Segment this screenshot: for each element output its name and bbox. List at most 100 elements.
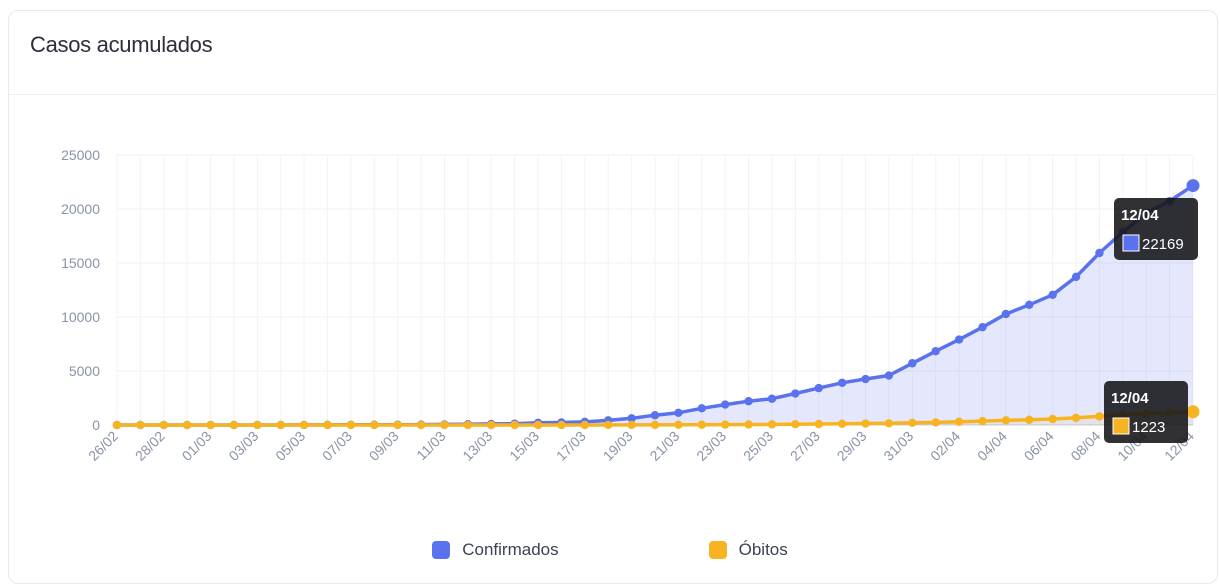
x-tick-label: 13/03 xyxy=(459,428,495,464)
data-point xyxy=(744,397,753,406)
data-point xyxy=(440,420,449,430)
data-point xyxy=(1095,248,1104,258)
legend-item-obitos[interactable]: Óbitos xyxy=(708,540,788,560)
data-point xyxy=(1048,414,1057,424)
data-point xyxy=(1025,415,1034,424)
data-point xyxy=(674,408,683,418)
data-point xyxy=(1025,300,1034,309)
data-point xyxy=(370,420,379,430)
data-point xyxy=(136,420,145,430)
data-point xyxy=(767,420,777,429)
card-header xyxy=(9,11,1217,95)
x-tick-label: 19/03 xyxy=(600,428,636,464)
tooltip-swatch xyxy=(1122,234,1140,252)
legend-label-confirmados: Confirmados xyxy=(462,540,559,559)
data-point xyxy=(954,417,964,426)
tooltip-value: 22169 xyxy=(1142,236,1184,253)
x-tick-label: 21/03 xyxy=(646,428,682,464)
y-tick-label: 5000 xyxy=(69,363,100,379)
data-point xyxy=(837,419,847,429)
x-tick-label: 09/03 xyxy=(366,428,402,464)
data-point xyxy=(744,420,753,429)
data-point xyxy=(627,420,636,430)
x-tick-label: 15/03 xyxy=(506,428,542,464)
data-point xyxy=(861,374,870,384)
chart-card xyxy=(8,10,1218,584)
data-point xyxy=(908,359,917,368)
legend-label-obitos: Óbitos xyxy=(738,540,788,559)
x-tick-label: 06/04 xyxy=(1021,428,1057,464)
x-tick-label: 31/03 xyxy=(880,428,916,464)
data-point xyxy=(416,420,426,430)
data-point xyxy=(206,420,215,430)
data-point xyxy=(650,411,660,420)
data-point xyxy=(931,418,940,427)
x-tick-label: 03/03 xyxy=(225,428,261,464)
x-tick-label: 23/03 xyxy=(693,428,729,464)
y-tick-label: 10000 xyxy=(61,309,100,325)
data-point xyxy=(697,420,706,429)
data-point xyxy=(884,419,894,428)
y-tick-label: 25000 xyxy=(61,147,100,163)
data-point xyxy=(814,383,823,393)
data-point xyxy=(954,335,964,344)
data-point xyxy=(299,420,309,430)
data-point xyxy=(346,420,356,430)
legend-swatch-confirmados xyxy=(432,541,451,559)
x-tick-label: 07/03 xyxy=(319,428,355,464)
x-axis: 26/02 28/02 01/03 03/03 05/03 07/03 09/03 11/03… xyxy=(85,428,1197,464)
tooltips: 12/04 22169 12/04 1223 xyxy=(1104,198,1198,443)
y-tick-label: 15000 xyxy=(61,255,100,271)
y-tick-label: 0 xyxy=(92,417,100,433)
legend-item-confirmados[interactable]: Confirmados xyxy=(432,540,559,560)
x-tick-label: 29/03 xyxy=(834,428,870,464)
data-point xyxy=(1048,290,1057,299)
data-point xyxy=(112,420,122,430)
data-point xyxy=(1001,416,1011,425)
series-area-confirmados xyxy=(117,185,1193,425)
legend-swatch-obitos xyxy=(708,541,727,559)
x-tick-label: 05/03 xyxy=(272,428,308,464)
legend: Confirmados Óbitos xyxy=(0,540,1220,560)
data-point xyxy=(697,404,706,413)
data-point xyxy=(510,420,519,430)
y-axis: 0 5000 10000 15000 20000 25000 xyxy=(61,147,100,433)
series-layer xyxy=(112,179,1200,430)
data-point xyxy=(1071,413,1081,422)
data-point xyxy=(908,418,917,428)
data-point xyxy=(1186,179,1200,193)
x-tick-label: 01/03 xyxy=(179,428,215,464)
data-point xyxy=(276,420,285,430)
data-point xyxy=(1186,405,1200,419)
x-tick-label: 28/02 xyxy=(132,428,168,464)
x-tick-label: 04/04 xyxy=(974,428,1010,464)
data-point xyxy=(767,394,777,403)
tooltip-value: 1223 xyxy=(1132,419,1165,436)
data-point xyxy=(229,420,239,430)
grid xyxy=(116,154,1194,426)
data-point xyxy=(393,420,402,430)
tooltip-swatch xyxy=(1112,417,1130,435)
y-tick-label: 20000 xyxy=(61,201,100,217)
data-point xyxy=(580,420,590,430)
data-point xyxy=(931,346,940,356)
data-point xyxy=(253,420,262,430)
data-point xyxy=(182,420,192,430)
data-point xyxy=(604,420,613,430)
data-point xyxy=(814,419,823,429)
data-point xyxy=(791,389,800,398)
data-point xyxy=(463,420,473,430)
data-point xyxy=(159,420,168,430)
tooltip-date: 12/04 xyxy=(1111,390,1149,407)
x-tick-label: 27/03 xyxy=(787,428,823,464)
data-point xyxy=(837,378,847,388)
x-tick-label: 02/04 xyxy=(927,428,963,464)
data-point xyxy=(884,371,894,380)
data-point xyxy=(650,420,660,430)
x-tick-label: 08/04 xyxy=(1067,428,1103,464)
x-tick-label: 11/03 xyxy=(413,428,449,464)
data-point xyxy=(978,416,987,426)
x-tick-label: 17/03 xyxy=(553,428,589,464)
data-point xyxy=(323,420,332,430)
